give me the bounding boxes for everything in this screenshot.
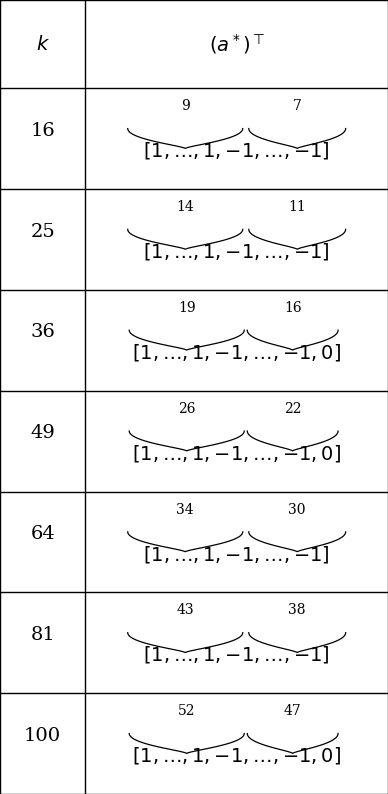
Text: 7: 7 — [293, 99, 301, 114]
Text: 16: 16 — [284, 301, 301, 315]
Text: $[1,\ldots,1,{-1},\ldots,{-1}]$: $[1,\ldots,1,{-1},\ldots,{-1}]$ — [143, 141, 330, 161]
Text: 14: 14 — [177, 200, 194, 214]
Text: 25: 25 — [30, 222, 55, 241]
Text: $[1,\ldots,1,{-1},\ldots,{-1},0]$: $[1,\ldots,1,{-1},\ldots,{-1},0]$ — [132, 746, 341, 766]
Text: 43: 43 — [177, 603, 194, 618]
Text: $(a^*)^\top$: $(a^*)^\top$ — [208, 33, 265, 56]
Text: $[1,\ldots,1,{-1},\ldots,{-1}]$: $[1,\ldots,1,{-1},\ldots,{-1}]$ — [143, 645, 330, 665]
Text: 52: 52 — [178, 704, 196, 719]
Text: $[1,\ldots,1,{-1},\ldots,{-1},0]$: $[1,\ldots,1,{-1},\ldots,{-1},0]$ — [132, 443, 341, 464]
Text: 36: 36 — [30, 323, 55, 341]
Text: 38: 38 — [288, 603, 306, 618]
Text: 64: 64 — [30, 525, 55, 543]
Text: 16: 16 — [30, 121, 55, 140]
Text: 47: 47 — [284, 704, 301, 719]
Text: 19: 19 — [178, 301, 196, 315]
Text: 49: 49 — [30, 424, 55, 442]
Text: $[1,\ldots,1,{-1},\ldots,{-1},0]$: $[1,\ldots,1,{-1},\ldots,{-1},0]$ — [132, 342, 341, 363]
Text: $[1,\ldots,1,{-1},\ldots,{-1}]$: $[1,\ldots,1,{-1},\ldots,{-1}]$ — [143, 544, 330, 565]
Text: 30: 30 — [288, 503, 306, 517]
Text: 22: 22 — [284, 402, 301, 416]
Text: 100: 100 — [24, 727, 61, 745]
Text: 26: 26 — [178, 402, 196, 416]
Text: 81: 81 — [30, 626, 55, 644]
Text: 9: 9 — [181, 99, 190, 114]
Text: 34: 34 — [177, 503, 194, 517]
Text: 11: 11 — [288, 200, 306, 214]
Text: $[1,\ldots,1,{-1},\ldots,{-1}]$: $[1,\ldots,1,{-1},\ldots,{-1}]$ — [143, 241, 330, 262]
Text: $k$: $k$ — [36, 35, 50, 54]
